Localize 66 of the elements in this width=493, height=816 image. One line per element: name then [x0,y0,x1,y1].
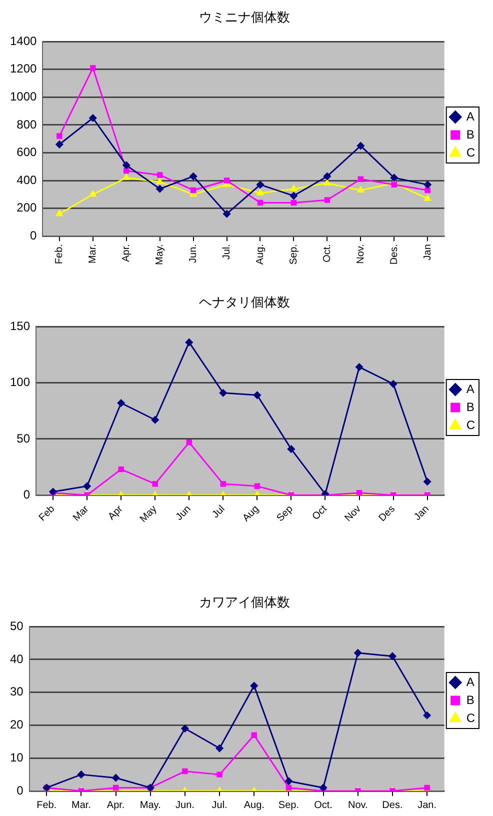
x-tick-label: Jan [422,244,434,260]
y-tick-label: 800 [16,117,38,132]
legend-label: A [466,109,474,124]
y-tick-label: 20 [10,718,24,732]
x-tick-label: Feb. [36,800,57,811]
x-tick-label: Jul. [222,244,233,260]
y-tick-label: 0 [30,228,38,242]
x-tick-label: Des. [382,800,403,811]
x-tick-label: Oct [310,504,330,522]
x-tick-label: Nov. [355,244,366,264]
y-tick-label: 30 [10,684,24,699]
x-tick-label: Jun. [176,800,194,811]
x-tick-label: Oct. [314,800,332,811]
y-tick-label: 50 [10,618,24,633]
x-tick-label: May. [140,800,161,811]
x-tick-label: Sep [274,503,296,524]
legend-label: C [466,710,476,725]
chart-title: ヘナタリ個体数 [199,294,290,310]
legend-label: A [466,674,474,689]
x-tick-label: Aug [240,504,262,524]
y-tick-label: 150 [10,318,30,333]
x-tick-label: Aug. [255,244,266,265]
y-tick-label: 0 [16,783,24,798]
y-tick-label: 200 [16,200,38,215]
x-tick-label: Des [377,504,398,524]
y-tick-label: 0 [23,487,30,502]
y-tick-label: 1200 [10,62,38,76]
chart-title: カワアイ個体数 [199,594,290,610]
legend-label: B [466,127,474,142]
y-tick-label: 50 [16,431,30,446]
x-tick-label: Nov. [348,800,368,811]
x-tick-label: Oct. [322,244,333,262]
x-tick-label: Jul. [212,800,228,811]
x-tick-label: Aug. [244,800,264,811]
x-tick-label: Feb [37,503,58,524]
x-tick-label: Apr. [121,244,132,262]
legend-label: C [466,418,476,432]
legend-label: C [466,145,476,160]
x-tick-label: Jan [412,504,432,523]
y-tick-label: 400 [16,172,38,187]
y-tick-label: 100 [10,375,30,390]
x-tick-label: May [138,504,160,525]
x-tick-label: Mar. [71,800,91,811]
legend-label: A [466,382,474,396]
x-tick-label: Feb. [54,244,66,264]
legend-label: B [466,400,474,414]
y-tick-label: 40 [10,652,24,666]
x-tick-label: Des. [388,244,400,265]
x-tick-label: Mar [71,503,92,524]
x-tick-label: May. [154,244,166,266]
x-tick-label: Jan. [418,800,436,811]
x-tick-label: Jun [174,504,194,523]
x-tick-label: Nov [342,504,364,524]
y-tick-label: 1400 [10,34,38,48]
legend-label: B [466,692,474,707]
x-tick-label: Apr. [106,800,125,811]
x-tick-label: Sep. [288,244,300,265]
x-tick-label: Apr [106,503,126,522]
y-tick-label: 600 [16,145,38,160]
x-tick-label: Jul [210,504,228,521]
x-tick-label: Mar. [88,244,99,264]
y-tick-label: 1000 [10,89,38,104]
x-tick-label: Jun. [188,244,200,263]
chart-title: ウミニナ個体数 [199,9,290,24]
y-tick-label: 10 [10,750,24,764]
x-tick-label: Sep. [278,800,300,811]
